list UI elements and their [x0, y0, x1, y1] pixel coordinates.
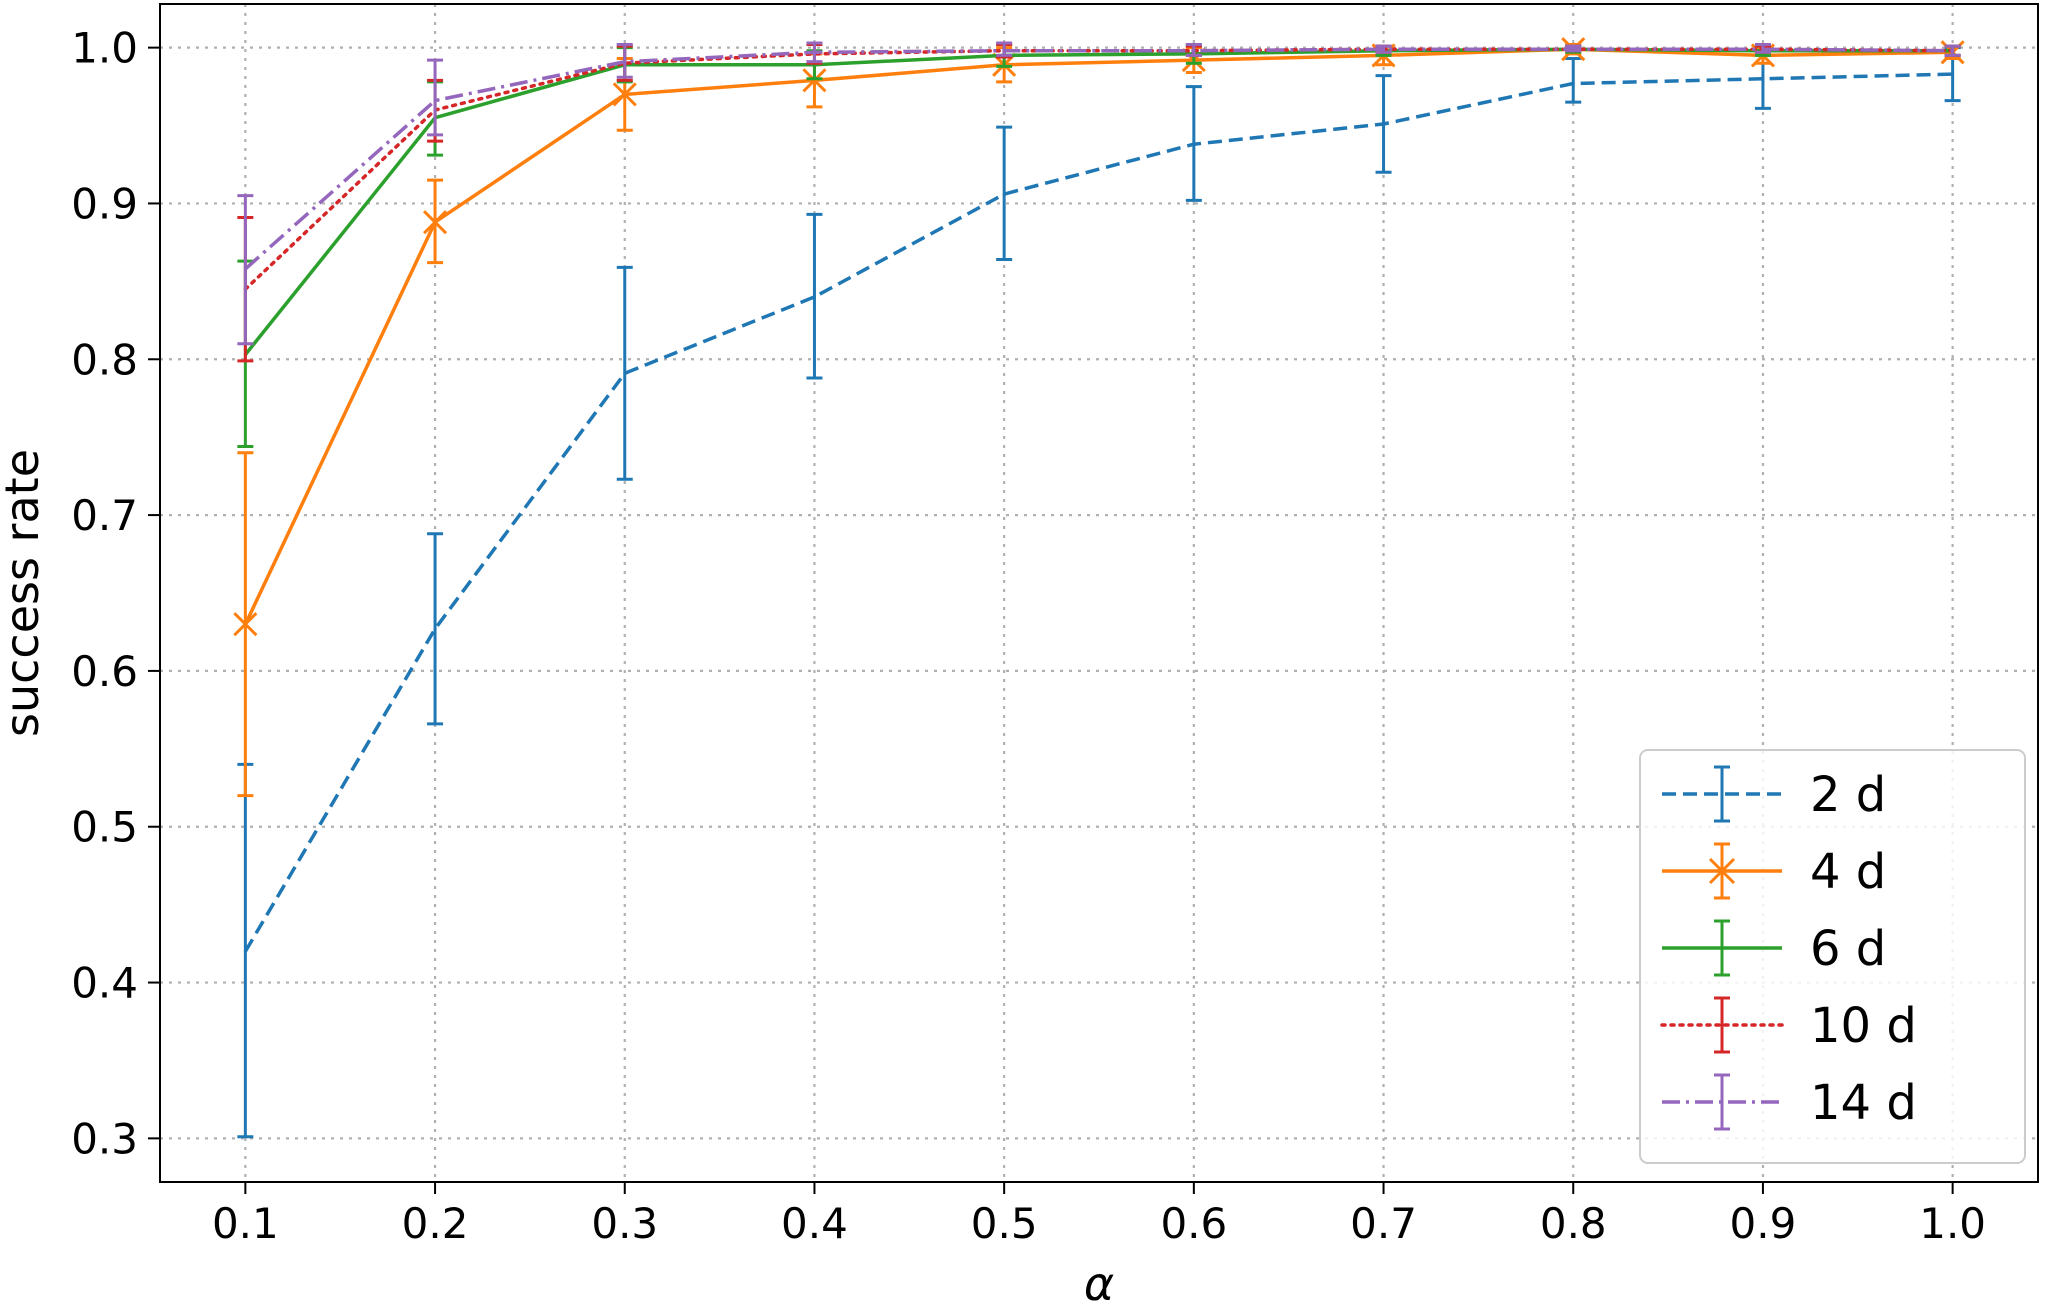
legend-error-bar: [1714, 919, 1730, 977]
data-point: [1951, 72, 1955, 76]
series-layer: [233, 37, 1965, 1139]
x-tick-label: 0.1: [212, 1199, 279, 1248]
data-point: [1002, 49, 1006, 53]
data-point: [802, 68, 827, 93]
legend-label: 10 d: [1810, 998, 1917, 1054]
data-point: [243, 949, 247, 953]
data-point: [243, 267, 247, 271]
data-point: [1382, 47, 1386, 51]
x-tick-label: 0.2: [402, 1199, 469, 1248]
data-point: [422, 210, 448, 235]
legend-item-14-d: 14 d: [1662, 1073, 1917, 1131]
data-point: [623, 371, 627, 375]
tick-layer: 0.1 0.2 0.3 0.4 0.5 0.6 0.7 0.8 0.9 1.0 0.3 0.4 0.5 0…: [71, 24, 1986, 1248]
y-axis-label: success rate: [0, 449, 49, 737]
legend-label: 4 d: [1810, 844, 1886, 900]
data-point: [1002, 192, 1006, 196]
x-tick-label: 0.5: [971, 1199, 1038, 1248]
data-point: [1571, 47, 1575, 51]
x-axis-label: α: [1084, 1257, 1114, 1304]
data-point: [1761, 47, 1765, 51]
legend-marker: [1708, 857, 1736, 885]
legend-item-6-d: 6 d: [1662, 919, 1886, 977]
legend-label: 14 d: [1810, 1075, 1917, 1131]
plot-frame: [159, 3, 2039, 1183]
y-tick-label: 1.0: [71, 24, 138, 73]
legend-item-2-d: 2 d: [1662, 765, 1886, 823]
data-point: [1382, 122, 1386, 126]
legend-items: 2 d 4 d 6 d 10 d 14 d: [1660, 765, 1917, 1131]
legend-error-bar: [1714, 996, 1730, 1054]
legend-error-bar: [1714, 765, 1730, 823]
y-tick-label: 0.3: [71, 1114, 138, 1163]
y-tick-label: 0.5: [71, 803, 138, 852]
error-bar: [1565, 57, 1582, 104]
y-tick-label: 0.4: [71, 959, 138, 1008]
data-point: [812, 295, 816, 299]
legend-error-bar: [1714, 1073, 1730, 1131]
data-point: [612, 82, 637, 107]
legend-box: [1639, 749, 2026, 1164]
data-point: [233, 612, 258, 637]
legend-item-4-d: 4 d: [1662, 842, 1886, 900]
data-point: [433, 627, 437, 631]
x-tick-label: 0.6: [1160, 1199, 1227, 1248]
x-tick-label: 0.7: [1350, 1199, 1417, 1248]
x-tick-label: 1.0: [1919, 1199, 1986, 1248]
y-tick-label: 0.6: [71, 647, 138, 696]
x-tick-label: 0.3: [591, 1199, 658, 1248]
data-point: [1761, 77, 1765, 81]
x-tick-label: 0.9: [1730, 1199, 1797, 1248]
legend-label: 2 d: [1810, 767, 1886, 823]
data-point: [623, 60, 627, 64]
series-line: [244, 47, 1953, 271]
legend-label: 6 d: [1810, 921, 1886, 977]
y-tick-label: 0.8: [71, 335, 138, 384]
data-point: [1951, 49, 1955, 53]
data-point: [433, 99, 437, 103]
series-line: [243, 47, 1955, 291]
data-point: [1571, 81, 1575, 85]
legend: 2 d 4 d 6 d 10 d 14 d: [1639, 749, 2026, 1164]
x-tick-label: 0.4: [781, 1199, 848, 1248]
series-14-d: [237, 41, 1961, 346]
legend-item-10-d: 10 d: [1660, 996, 1917, 1054]
series-line: [243, 72, 1953, 953]
y-tick-label: 0.7: [71, 491, 138, 540]
x-tick-label: 0.8: [1540, 1199, 1607, 1248]
series-line: [243, 47, 1953, 625]
y-tick-label: 0.9: [71, 179, 138, 228]
data-point: [812, 50, 816, 54]
data-point: [1192, 142, 1196, 146]
data-point: [1192, 49, 1196, 53]
error-bar: [427, 58, 444, 137]
